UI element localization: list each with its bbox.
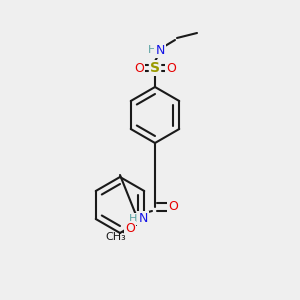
Text: H: H xyxy=(129,214,137,224)
Text: O: O xyxy=(134,61,144,74)
Text: O: O xyxy=(166,61,176,74)
Text: N: N xyxy=(155,44,165,56)
Text: H: H xyxy=(148,45,156,55)
Text: S: S xyxy=(150,61,160,75)
Text: O: O xyxy=(168,200,178,214)
Text: CH₃: CH₃ xyxy=(106,232,127,242)
Text: N: N xyxy=(138,212,148,226)
Text: O: O xyxy=(125,223,135,236)
